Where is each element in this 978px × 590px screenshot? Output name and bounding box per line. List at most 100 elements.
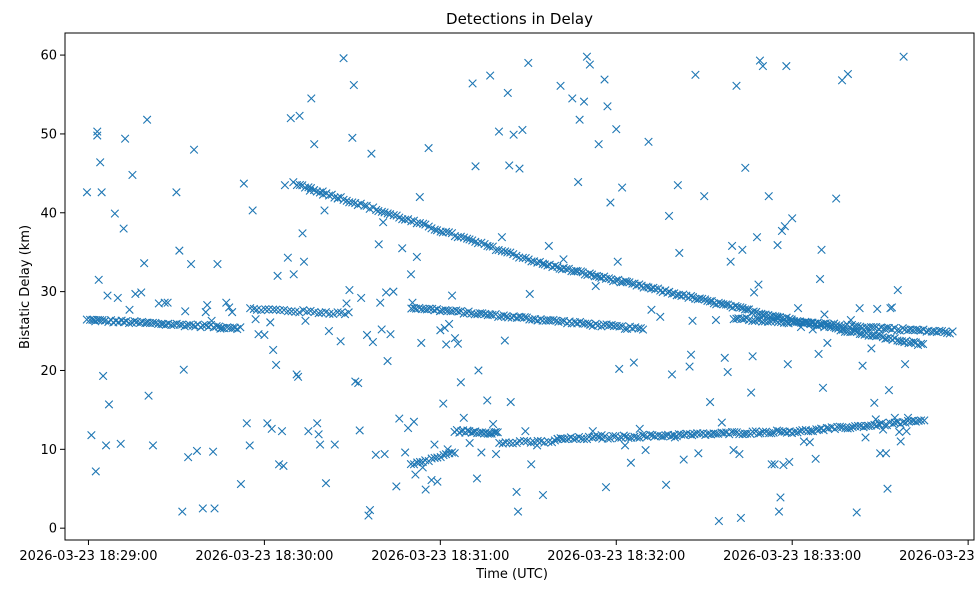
track-point [651,285,660,294]
track-point [622,277,632,287]
scatter-point [613,257,622,266]
scatter-point [374,240,383,249]
scatter-point [386,330,395,339]
scatter-point [307,94,316,103]
scatter-point [163,298,172,307]
track-point [883,334,892,343]
track-point [777,427,787,436]
track-point [638,430,647,440]
track-point [485,429,494,438]
track-point [497,246,507,256]
track-point [658,432,668,441]
scatter-point [505,161,514,170]
track-point [459,309,468,318]
scatter-point [544,241,554,251]
track-point [669,430,679,440]
track-point [441,305,450,315]
scatter-point [362,330,372,340]
track-point [441,450,451,459]
track-point [911,417,920,426]
track-point [418,219,428,228]
scatter-point [629,358,639,367]
scatter-point [635,424,644,434]
track-point [716,299,726,308]
track-point [519,436,529,446]
scatter-point [198,504,208,513]
scatter-point [873,304,882,314]
track-point [721,300,731,309]
track-point [614,434,623,443]
track-point [275,305,285,315]
track-point [515,437,525,446]
scatter-point [782,61,791,71]
scatter-point [213,259,222,269]
scatter-point [318,190,328,199]
track-point [407,217,416,226]
scatter-point [260,330,269,340]
scatter-point [902,426,911,436]
x-tick-label: 2026-03-23 18:33:00 [723,549,861,564]
scatter-point [298,229,307,238]
scatter-point [94,275,103,284]
scatter-point [189,145,199,154]
scatter-point [417,338,426,348]
track-point [287,307,296,316]
scatter-point [895,427,904,437]
track-point [748,316,757,326]
scatter-point [867,344,876,353]
track-point [608,277,618,286]
track-point [549,315,558,325]
scatter-point [736,513,746,523]
scatter-point [488,419,498,429]
scatter-point [181,307,190,316]
scatter-point [620,441,630,450]
scatter-point [271,360,281,370]
track-point [421,456,430,465]
scatter-point [597,430,606,440]
scatter-point [776,493,785,502]
x-tick-label: 2026-03-23 18:31:00 [371,549,509,564]
scatter-point [430,440,439,449]
scatter-point [310,139,319,149]
scatter-point [524,58,533,68]
scatter-point [752,233,762,242]
scatter-point [900,359,910,369]
scatter-point [852,508,861,517]
scatter-point [527,460,536,469]
scatter-point [764,192,773,201]
scatter-point [312,419,322,428]
track-point [490,428,499,437]
track-point [628,279,637,288]
track-point [314,308,323,318]
scatter-point [207,316,216,325]
track-point [415,218,425,228]
track-point [937,326,947,336]
data-points [82,52,957,526]
scatter-point [711,315,721,325]
scatter-point [647,305,656,314]
scatter-point [700,192,709,201]
scatter-point [421,485,430,494]
scatter-point [694,449,703,458]
scatter-point [532,441,542,450]
scatter-point [717,418,727,427]
scatter-point [412,252,422,262]
scatter-point [286,113,295,123]
scatter-point [267,424,276,434]
scatter-point [280,180,290,190]
track-point [790,427,800,437]
track-point [505,438,514,447]
plot-frame [64,32,975,541]
track-point [569,434,578,444]
scatter-point [295,111,304,120]
scatter-point [861,433,870,442]
scatter-point [368,337,378,347]
scatter-point [104,400,114,409]
scatter-point [588,426,597,436]
track-point [904,339,913,348]
scatter-point [411,470,420,479]
scatter-point [239,179,249,188]
track-point [454,307,463,316]
track-point [483,429,493,438]
scatter-point [878,425,888,434]
